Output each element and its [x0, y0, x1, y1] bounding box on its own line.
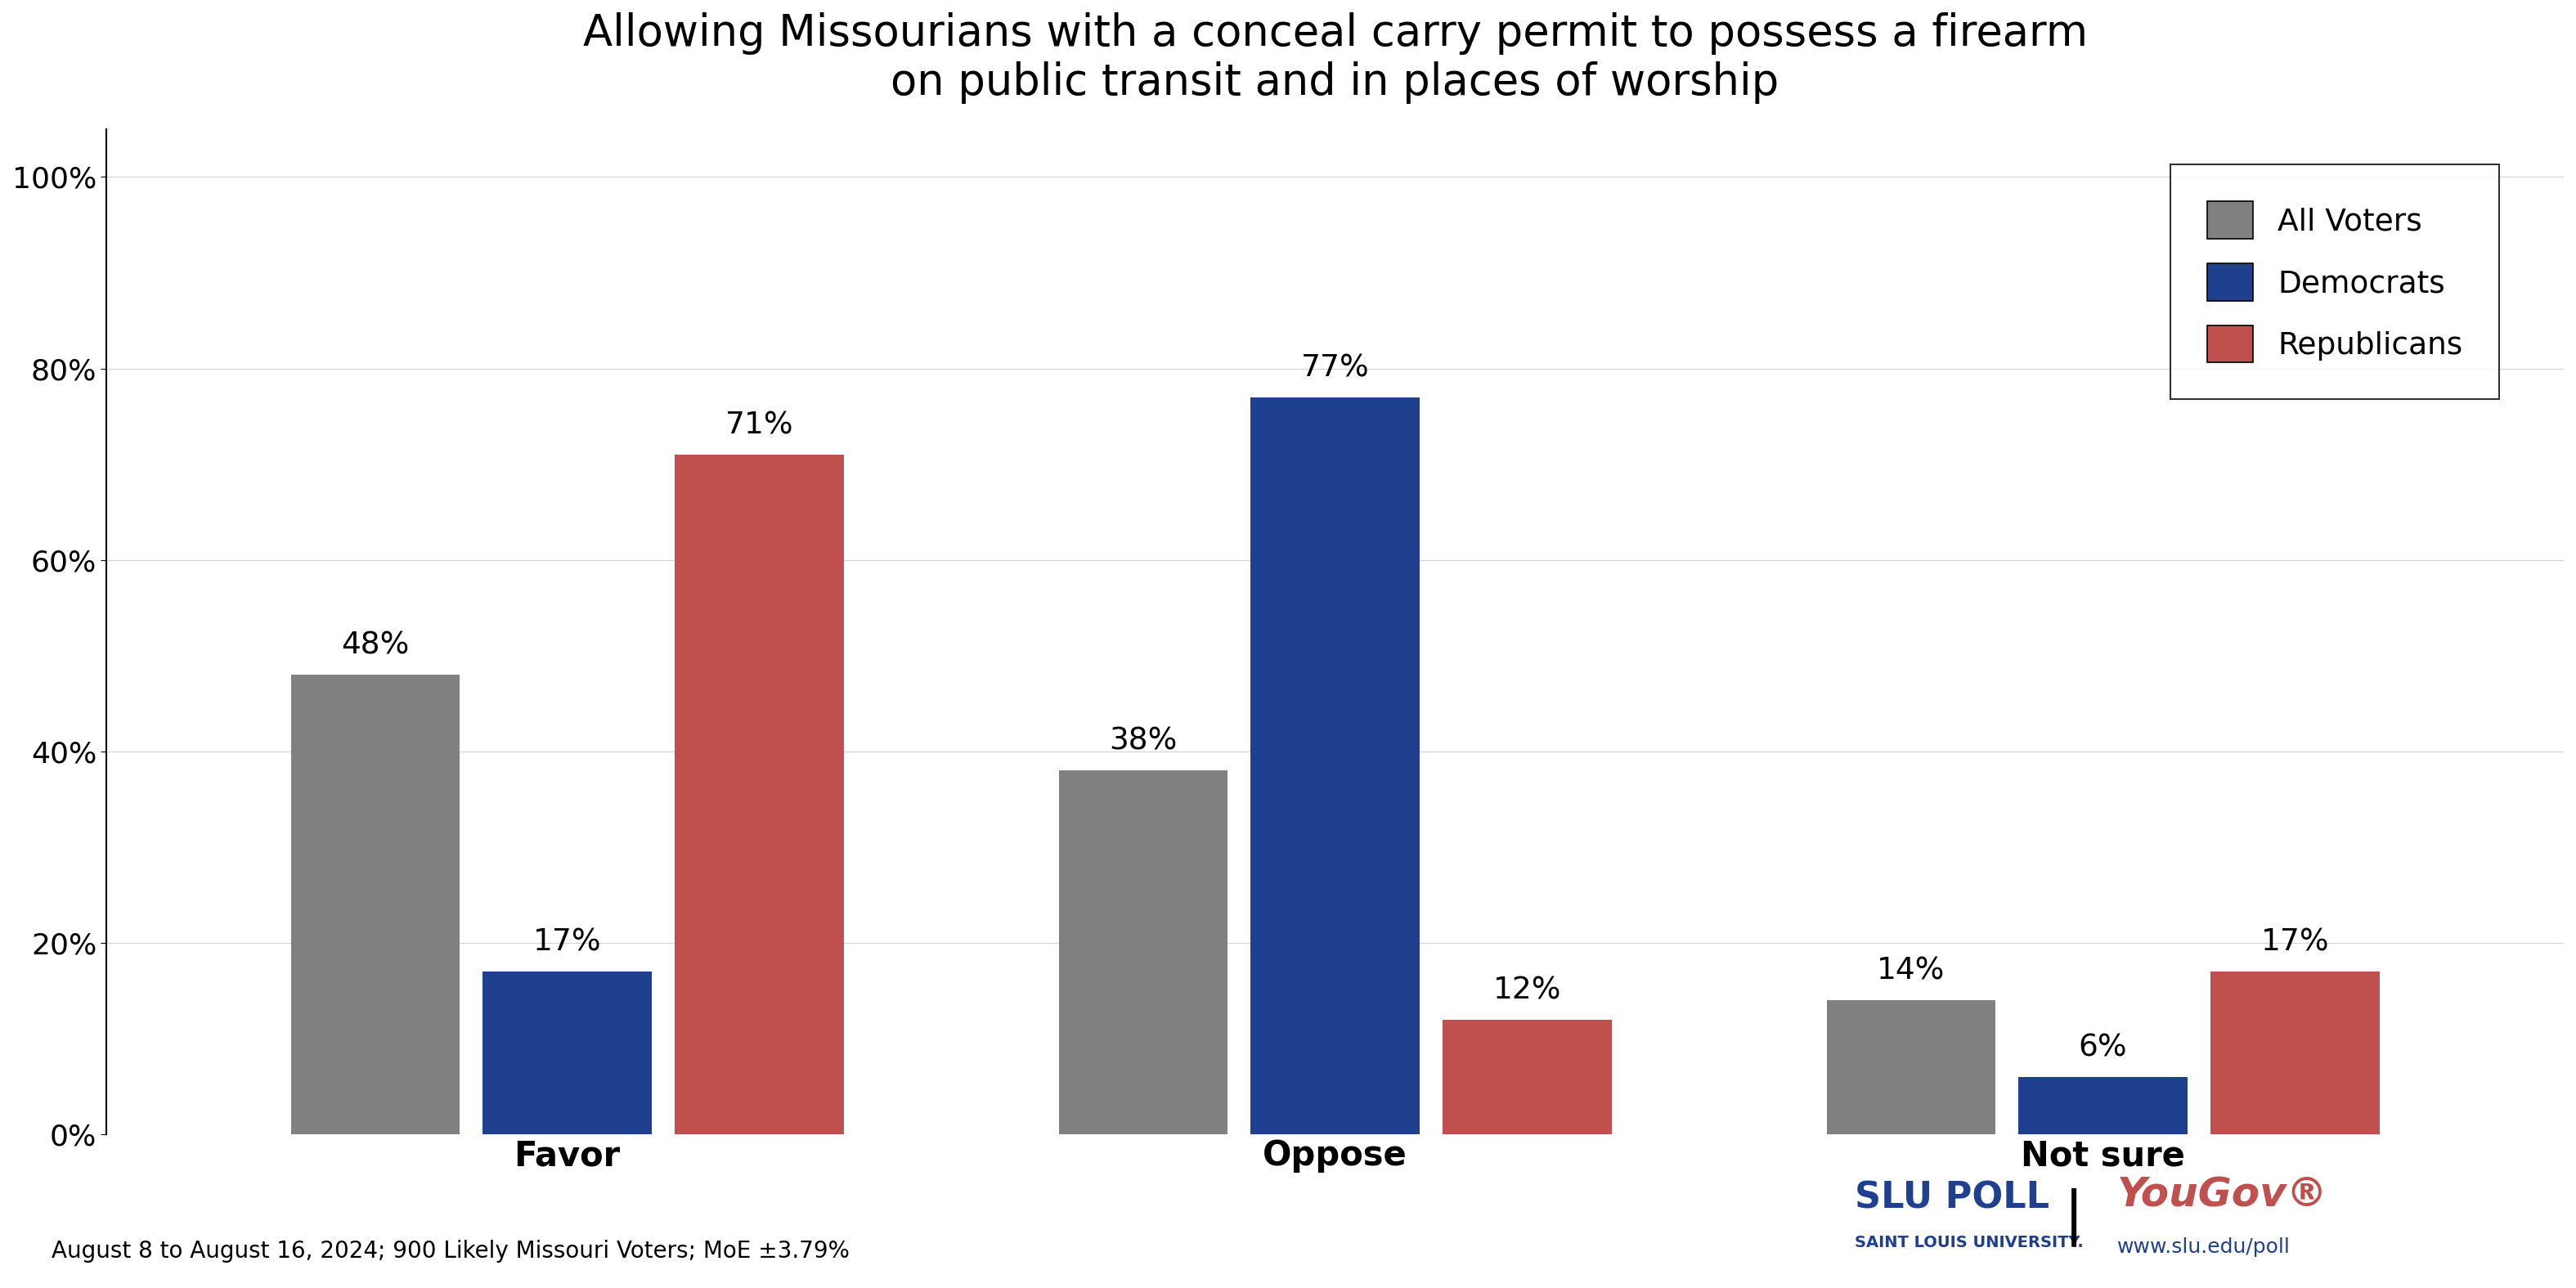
Text: 48%: 48%	[340, 631, 410, 661]
Bar	[1443, 1020, 1613, 1135]
Text: 17%: 17%	[533, 927, 600, 957]
Text: 14%: 14%	[1878, 957, 1945, 987]
Bar	[482, 971, 652, 1135]
Bar	[291, 675, 459, 1135]
Bar	[1826, 1001, 1996, 1135]
Text: YouGov®: YouGov®	[2117, 1176, 2329, 1215]
Bar	[2020, 1077, 2187, 1135]
Bar	[2210, 971, 2380, 1135]
Text: SLU POLL: SLU POLL	[1855, 1180, 2050, 1216]
Title: Allowing Missourians with a conceal carry permit to possess a firearm
on public : Allowing Missourians with a conceal carr…	[582, 13, 2087, 104]
Text: August 8 to August 16, 2024; 900 Likely Missouri Voters; MoE ±3.79%: August 8 to August 16, 2024; 900 Likely …	[52, 1239, 850, 1262]
Text: www.slu.edu/poll: www.slu.edu/poll	[2117, 1236, 2290, 1257]
Text: 17%: 17%	[2262, 927, 2329, 957]
Text: 38%: 38%	[1110, 726, 1177, 756]
Text: 6%: 6%	[2079, 1033, 2128, 1063]
Bar	[675, 455, 845, 1135]
Text: 71%: 71%	[724, 411, 793, 440]
Text: 12%: 12%	[1494, 976, 1561, 1005]
Text: 77%: 77%	[1301, 353, 1370, 383]
Bar	[1249, 397, 1419, 1135]
Bar	[1059, 770, 1229, 1135]
Legend: All Voters, Democrats, Republicans: All Voters, Democrats, Republicans	[2169, 165, 2499, 399]
Text: SAINT LOUIS UNIVERSITY.: SAINT LOUIS UNIVERSITY.	[1855, 1235, 2084, 1251]
Text: |: |	[2063, 1188, 2084, 1247]
